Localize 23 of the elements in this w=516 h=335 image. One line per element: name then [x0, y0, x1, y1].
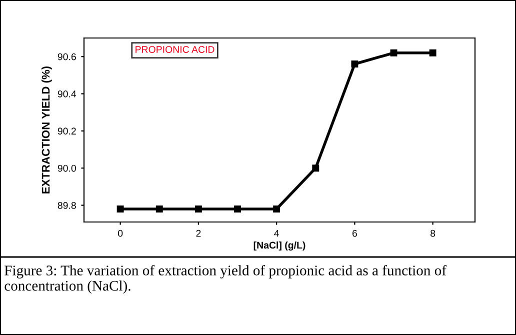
point	[390, 49, 398, 56]
point	[156, 206, 163, 212]
point	[312, 164, 320, 172]
point	[273, 206, 280, 212]
x-tick-label: 8	[430, 230, 436, 237]
y-tick-label: 89.8	[58, 202, 76, 209]
y-tick-label: 90.4	[58, 90, 76, 98]
y-axis-title: EXTRACTION YIELD (%)	[42, 66, 52, 194]
y-tick-label: 90.0	[58, 164, 76, 172]
point	[234, 206, 241, 212]
text: PROPIONIC ACID	[136, 46, 214, 53]
y-tick-label: 90.6	[58, 53, 76, 60]
x-tick-label: 0	[118, 230, 123, 237]
x-tick-label: 4	[274, 230, 279, 237]
point	[116, 206, 124, 212]
x-tick-label: 6	[352, 230, 357, 237]
point	[194, 206, 202, 212]
y-tick-label: 90.2	[58, 128, 76, 135]
point	[429, 49, 436, 56]
x-axis-title: [NaCl] (g/L)	[254, 241, 306, 251]
point	[351, 60, 358, 68]
x-tick-label: 2	[196, 230, 201, 237]
caption: Figure 3: The variation of extraction yield of propionic acid as a function of concentration (NaCl).	[4, 265, 446, 294]
